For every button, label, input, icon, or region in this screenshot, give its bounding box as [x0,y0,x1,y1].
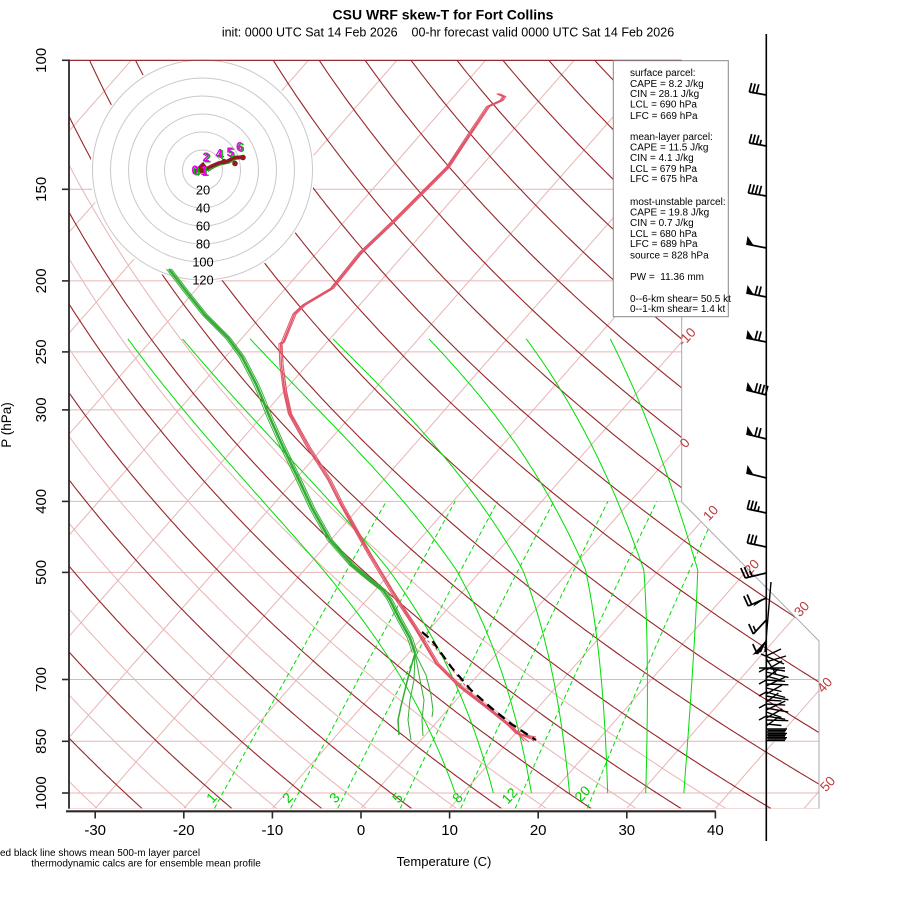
svg-text:60: 60 [196,218,210,233]
svg-text:20: 20 [196,182,210,197]
svg-text:CSU WRF skew-T for Fort Collin: CSU WRF skew-T for Fort Collins [333,7,554,23]
svg-text:4: 4 [217,148,224,162]
svg-text:CAPE = 8.2 J/kg: CAPE = 8.2 J/kg [630,79,704,90]
svg-text:5: 5 [227,146,234,160]
svg-text:10: 10 [700,502,721,523]
svg-text:4: 4 [216,147,223,161]
svg-text:100: 100 [33,48,50,73]
svg-text:CIN = 0.7 J/kg: CIN = 0.7 J/kg [630,218,694,229]
svg-text:2: 2 [203,151,210,165]
svg-text:2: 2 [204,151,211,165]
svg-text:300: 300 [33,397,50,422]
svg-text:Temperature (C): Temperature (C) [397,854,492,869]
svg-text:LCL = 680 hPa: LCL = 680 hPa [630,229,697,240]
svg-text:250: 250 [33,339,50,364]
svg-text:6: 6 [236,140,243,154]
svg-text:surface parcel:: surface parcel: [630,68,696,79]
svg-text:LCL = 679 hPa: LCL = 679 hPa [630,164,697,175]
svg-text:0: 0 [193,164,200,178]
svg-text:0: 0 [357,822,365,839]
svg-text:CIN = 4.1 J/kg: CIN = 4.1 J/kg [630,153,694,164]
svg-text:40: 40 [707,822,724,839]
svg-text:-30: -30 [84,822,106,839]
svg-text:0--6-km shear= 50.5 kt: 0--6-km shear= 50.5 kt [630,294,731,305]
svg-text:80: 80 [196,236,210,251]
svg-text:LFC = 675 hPa: LFC = 675 hPa [630,174,698,185]
svg-text:-10: -10 [262,822,284,839]
svg-text:0--1-km shear= 1.4 kt: 0--1-km shear= 1.4 kt [630,304,726,315]
svg-text:5: 5 [228,146,235,160]
svg-text:30: 30 [791,598,812,619]
svg-text:LCL = 690 hPa: LCL = 690 hPa [630,100,697,111]
svg-text:6: 6 [238,141,245,155]
svg-text:P (hPa): P (hPa) [0,402,14,448]
svg-text:200: 200 [33,268,50,293]
svg-text:init: 0000 UTC Sat 14 Feb 2026: init: 0000 UTC Sat 14 Feb 2026 00-hr for… [222,26,674,40]
svg-text:400: 400 [33,489,50,514]
svg-text:50: 50 [817,773,838,794]
svg-text:CAPE = 11.5 J/kg: CAPE = 11.5 J/kg [630,143,708,154]
svg-text:0: 0 [192,164,199,178]
svg-text:CIN = 28.1 J/kg: CIN = 28.1 J/kg [630,89,699,100]
svg-text:dashed black line shows mean 5: dashed black line shows mean 500-m layer… [0,848,200,859]
svg-text:40: 40 [196,200,210,215]
svg-text:1000: 1000 [33,776,50,809]
svg-text:-20: -20 [173,822,195,839]
svg-text:thermodynamic calcs are for en: thermodynamic calcs are for ensemble mea… [31,859,261,870]
svg-text:850: 850 [33,729,50,754]
svg-text:LFC = 669 hPa: LFC = 669 hPa [630,111,698,122]
svg-text:PW = 11.36 mm: PW = 11.36 mm [630,272,704,283]
svg-text:100: 100 [192,254,213,269]
svg-text:20: 20 [530,822,547,839]
svg-text:1: 1 [201,164,208,178]
svg-text:CAPE = 19.8 J/kg: CAPE = 19.8 J/kg [630,208,709,219]
svg-text:30: 30 [618,822,635,839]
svg-text:1: 1 [202,165,209,179]
svg-text:120: 120 [192,272,213,287]
svg-text:150: 150 [33,177,50,202]
svg-text:40: 40 [814,674,835,695]
svg-text:700: 700 [33,667,50,692]
svg-text:10: 10 [441,822,458,839]
svg-text:LFC = 689 hPa: LFC = 689 hPa [630,239,698,250]
svg-text:mean-layer parcel:: mean-layer parcel: [630,132,713,143]
svg-text:most-unstable parcel:: most-unstable parcel: [630,197,726,208]
svg-text:500: 500 [33,560,50,585]
svg-text:source = 828 hPa: source = 828 hPa [630,251,709,262]
